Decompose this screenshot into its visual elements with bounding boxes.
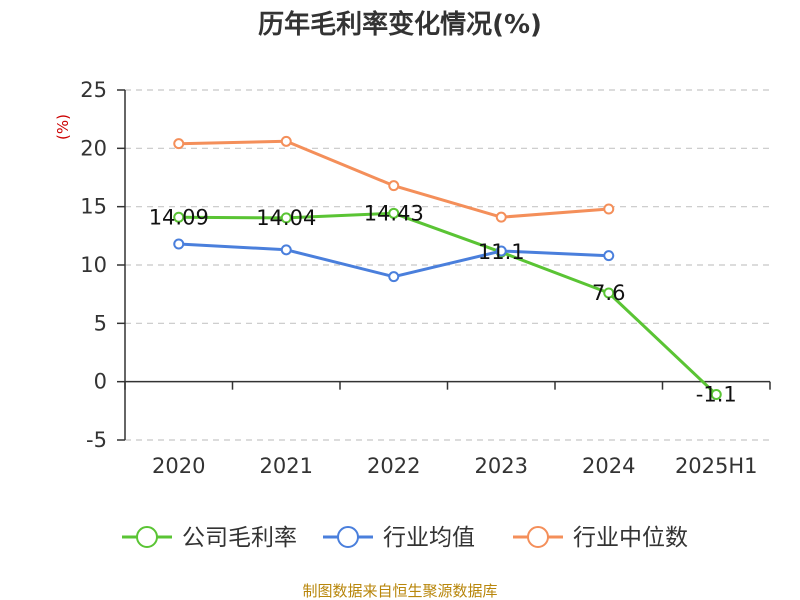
series-line [178, 211, 718, 396]
x-tick-label: 2022 [367, 454, 420, 478]
legend-marker [136, 526, 158, 548]
data-point [173, 238, 185, 250]
axes: 25 20 15 10 5 0 -5 2020 2021 2022 2023 2024 2025H1 [80, 78, 771, 478]
y-tick-label: -5 [86, 428, 107, 452]
data-point [173, 211, 185, 223]
data-label: -1.1 [696, 383, 737, 407]
legend-label: 行业均值 [383, 525, 475, 551]
y-tick-label: 0 [94, 370, 107, 394]
data-point [388, 207, 400, 219]
legend-label: 公司毛利率 [182, 525, 297, 551]
data-point [388, 180, 400, 192]
x-tick-label: 2020 [152, 454, 205, 478]
data-point [280, 212, 292, 224]
y-unit-label: (%) [54, 114, 72, 140]
legend-marker [337, 526, 359, 548]
legend-marker [527, 526, 549, 548]
data-point [710, 389, 722, 400]
data-label: 14.43 [364, 201, 424, 225]
data-label: 14.09 [149, 205, 209, 229]
data-labels: 14.09 14.04 14.43 11.1 7.6 -1.1 [149, 201, 737, 406]
y-tick-label: 10 [80, 253, 107, 277]
source-note: 制图数据来自恒生聚源数据库 [302, 582, 497, 600]
x-tick-label: 2021 [260, 454, 313, 478]
data-point [495, 245, 507, 257]
x-tick-label: 2023 [475, 454, 528, 478]
x-tick-label: 2024 [582, 454, 635, 478]
y-tick-label: 20 [80, 136, 107, 160]
y-tick-label: 5 [94, 311, 107, 335]
data-point [603, 250, 615, 262]
data-point [603, 287, 615, 299]
y-tick-label: 15 [80, 195, 107, 219]
data-point [603, 203, 615, 215]
data-point [173, 138, 185, 150]
series-lines [173, 135, 722, 400]
y-tick-label: 25 [80, 78, 107, 102]
data-label: 14.04 [256, 206, 316, 230]
data-point [280, 135, 292, 147]
data-label: 11.1 [478, 240, 525, 264]
chart-title: 历年毛利率变化情况(%) [258, 9, 542, 40]
data-point [280, 244, 292, 256]
data-label: 7.6 [592, 281, 625, 305]
data-point [388, 271, 400, 283]
data-point [495, 211, 507, 223]
x-tick-label: 2025H1 [675, 454, 758, 478]
legend: 公司毛利率 行业均值 行业中位数 [122, 525, 688, 551]
legend-label: 行业中位数 [573, 525, 688, 551]
